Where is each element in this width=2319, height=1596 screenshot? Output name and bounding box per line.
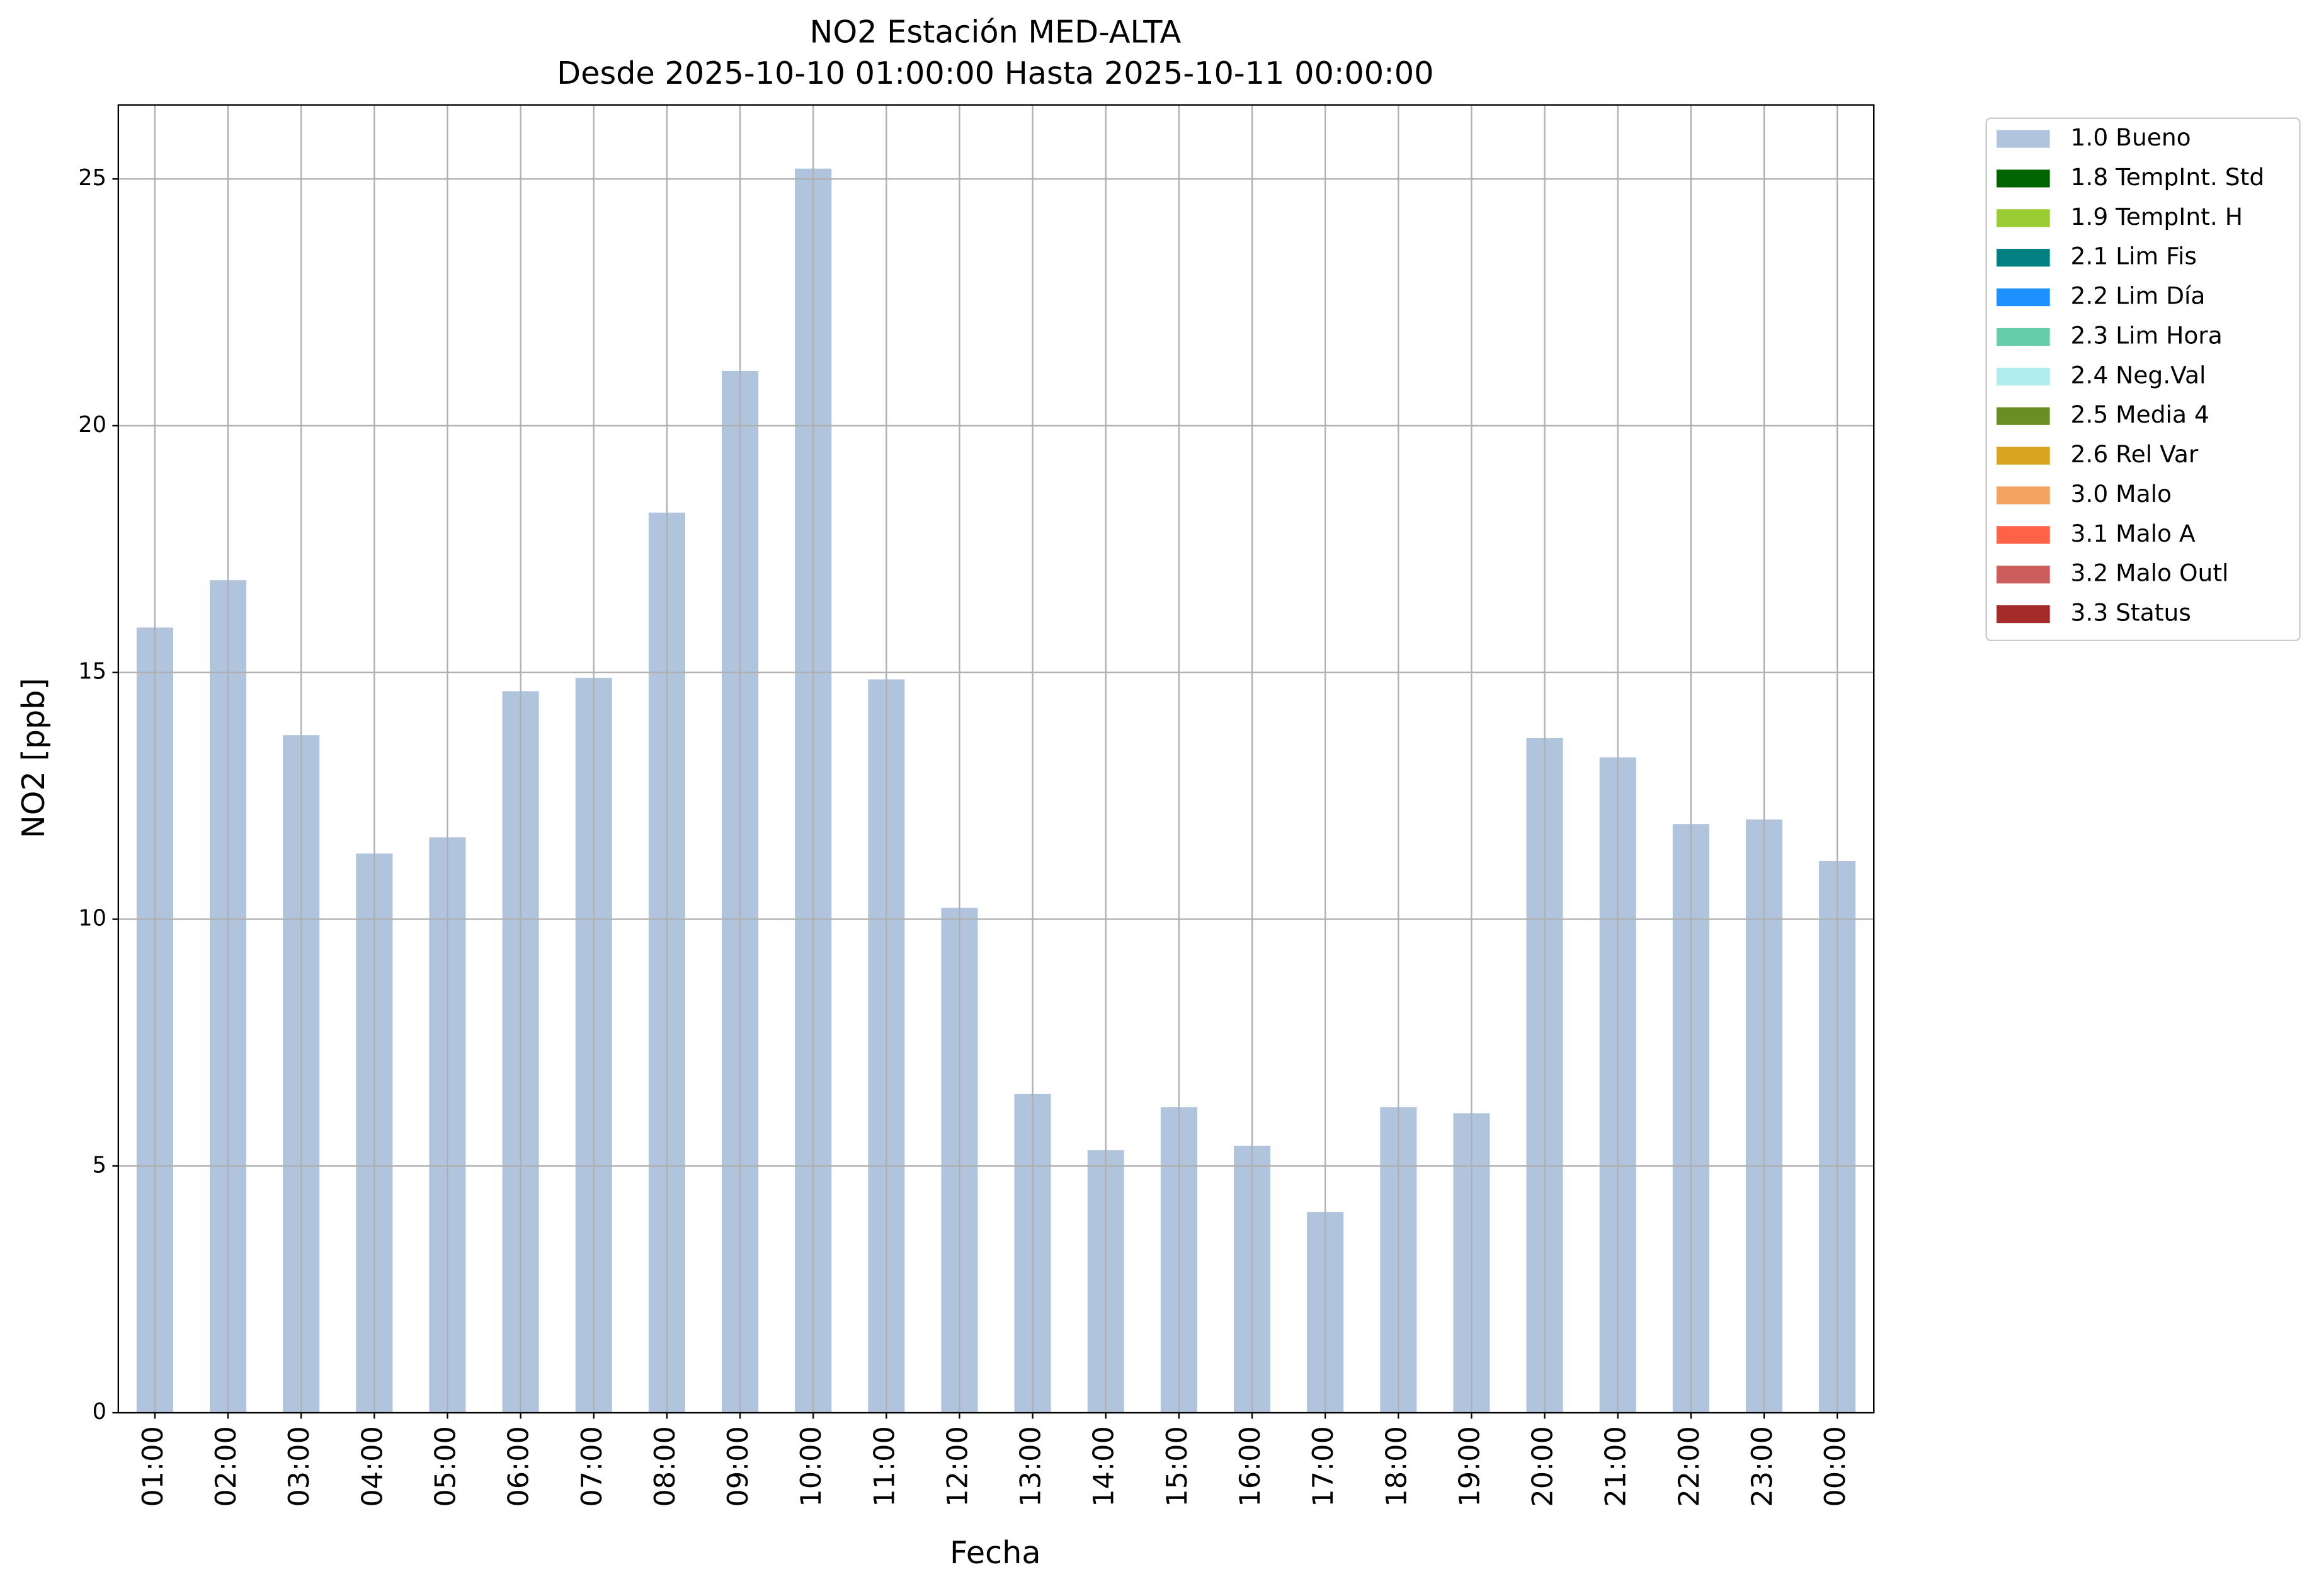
legend-swatch	[1997, 130, 2050, 148]
legend-label: 2.6 Rel Var	[2071, 440, 2199, 468]
x-tick-label: 23:00	[1746, 1426, 1779, 1507]
x-tick-label: 08:00	[649, 1426, 681, 1507]
y-axis-label: NO2 [ppb]	[15, 678, 52, 838]
chart-title: NO2 Estación MED-ALTA	[809, 13, 1181, 50]
x-tick-label: 10:00	[795, 1426, 828, 1507]
legend-swatch	[1997, 209, 2050, 227]
legend-swatch	[1997, 288, 2050, 307]
legend-swatch	[1997, 486, 2050, 504]
x-tick-label: 15:00	[1161, 1426, 1194, 1507]
x-tick-label: 06:00	[503, 1426, 535, 1507]
legend-swatch	[1997, 526, 2050, 544]
legend-swatch	[1997, 249, 2050, 267]
legend-swatch	[1997, 169, 2050, 188]
x-tick-label: 20:00	[1527, 1426, 1559, 1507]
x-tick-label: 22:00	[1673, 1426, 1706, 1507]
legend-swatch	[1997, 447, 2050, 465]
y-tick-label: 10	[78, 905, 106, 931]
legend-label: 2.1 Lim Fis	[2071, 242, 2197, 270]
y-tick-label: 20	[78, 412, 106, 438]
plot-frame	[117, 104, 1875, 1414]
y-tick-label: 15	[78, 659, 106, 685]
y-tick-label: 25	[78, 165, 106, 191]
legend-label: 3.1 Malo A	[2071, 520, 2196, 547]
legend-box	[1985, 117, 2301, 642]
x-axis-label: Fecha	[950, 1534, 1041, 1571]
legend-label: 2.2 Lim Día	[2071, 282, 2206, 310]
legend-swatch	[1997, 367, 2050, 385]
x-tick-label: 16:00	[1234, 1426, 1267, 1507]
x-tick-label: 14:00	[1088, 1426, 1120, 1507]
x-tick-label: 17:00	[1307, 1426, 1340, 1507]
y-tick-label: 5	[93, 1152, 106, 1178]
legend-label: 1.0 Bueno	[2071, 123, 2191, 151]
x-tick-label: 01:00	[137, 1426, 169, 1507]
legend-label: 3.3 Status	[2071, 599, 2191, 627]
legend-label: 2.5 Media 4	[2071, 401, 2209, 428]
legend-label: 2.4 Neg.Val	[2071, 361, 2206, 389]
x-tick-label: 11:00	[868, 1426, 901, 1507]
x-tick-label: 00:00	[1819, 1426, 1852, 1507]
x-tick-label: 18:00	[1380, 1426, 1413, 1507]
x-tick-label: 04:00	[356, 1426, 389, 1507]
legend-swatch	[1997, 605, 2050, 624]
x-tick-label: 02:00	[210, 1426, 242, 1507]
legend-label: 1.9 TempInt. H	[2071, 203, 2243, 231]
y-tick-label: 0	[93, 1399, 106, 1425]
x-tick-label: 19:00	[1453, 1426, 1486, 1507]
x-tick-label: 03:00	[283, 1426, 316, 1507]
x-tick-label: 21:00	[1600, 1426, 1632, 1507]
legend-label: 2.3 Lim Hora	[2071, 321, 2223, 349]
x-tick-label: 09:00	[722, 1426, 755, 1507]
x-tick-label: 13:00	[1015, 1426, 1047, 1507]
legend-swatch	[1997, 407, 2050, 425]
legend-label: 1.8 TempInt. Std	[2071, 163, 2265, 191]
legend-label: 3.0 Malo	[2071, 480, 2172, 508]
x-tick-label: 12:00	[941, 1426, 974, 1507]
legend-label: 3.2 Malo Outl	[2071, 559, 2229, 587]
x-tick-label: 05:00	[429, 1426, 462, 1507]
legend-swatch	[1997, 328, 2050, 346]
x-tick-label: 07:00	[576, 1426, 608, 1507]
chart-subtitle: Desde 2025-10-10 01:00:00 Hasta 2025-10-…	[557, 55, 1433, 91]
legend-swatch	[1997, 566, 2050, 584]
